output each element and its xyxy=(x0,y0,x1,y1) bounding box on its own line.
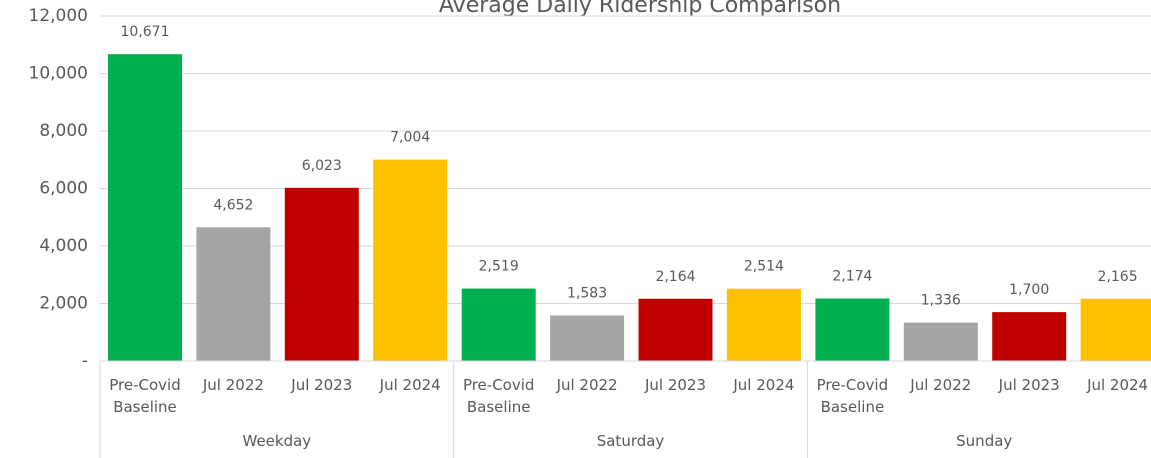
bar xyxy=(1080,298,1151,361)
y-tick-label: 12,000 xyxy=(29,6,88,26)
value-label: 2,174 xyxy=(832,268,872,284)
x-tick-label: Jul 2022 xyxy=(910,376,972,394)
x-tick-label: Jul 2022 xyxy=(202,376,264,394)
x-tick-label: Jul 2023 xyxy=(291,376,353,394)
bar xyxy=(638,298,713,361)
y-tick-label: 6,000 xyxy=(39,179,88,199)
x-tick-label: Jul 2024 xyxy=(733,376,795,394)
value-label: 4,652 xyxy=(213,197,253,213)
value-label: 1,336 xyxy=(921,293,961,309)
bar xyxy=(992,312,1067,361)
value-label: 1,583 xyxy=(567,285,607,301)
value-label: 10,671 xyxy=(121,24,170,40)
value-label: 2,165 xyxy=(1098,269,1138,285)
x-tick-label: Pre-Covid Baseline xyxy=(109,376,181,416)
bar xyxy=(108,54,182,362)
y-tick-label: 4,000 xyxy=(39,236,88,256)
bar xyxy=(815,298,890,361)
x-tick-label: Jul 2024 xyxy=(379,376,441,394)
x-tick-label: Jul 2024 xyxy=(1087,376,1149,394)
group-label: Saturday xyxy=(596,432,665,450)
y-tick-label: 8,000 xyxy=(39,121,88,141)
x-tick-label: Pre-Covid Baseline xyxy=(462,376,535,416)
value-label: 7,004 xyxy=(390,130,430,146)
bar xyxy=(196,227,271,361)
bar xyxy=(373,159,448,361)
group-label: Sunday xyxy=(956,432,1013,450)
x-tick-label: Jul 2022 xyxy=(556,376,618,394)
y-tick-label: 10,000 xyxy=(29,64,88,84)
value-label: 2,514 xyxy=(744,259,784,275)
bar xyxy=(550,315,625,361)
y-tick-label: 2,000 xyxy=(39,294,88,314)
value-label: 1,700 xyxy=(1009,282,1049,298)
group-label: Weekday xyxy=(242,432,312,450)
bar xyxy=(903,322,978,361)
x-tick-label: Jul 2023 xyxy=(644,376,707,394)
x-tick-label: Jul 2023 xyxy=(998,376,1060,394)
bar xyxy=(284,187,359,361)
value-label: 2,164 xyxy=(655,269,695,285)
chart-title: Average Daily Ridership Comparison xyxy=(439,0,841,18)
value-label: 6,023 xyxy=(302,158,342,174)
x-tick-label: Pre-Covid Baseline xyxy=(816,376,889,416)
bar xyxy=(461,288,536,361)
bar xyxy=(726,288,801,361)
y-tick-label: - xyxy=(82,351,88,371)
value-label: 2,519 xyxy=(479,259,519,275)
